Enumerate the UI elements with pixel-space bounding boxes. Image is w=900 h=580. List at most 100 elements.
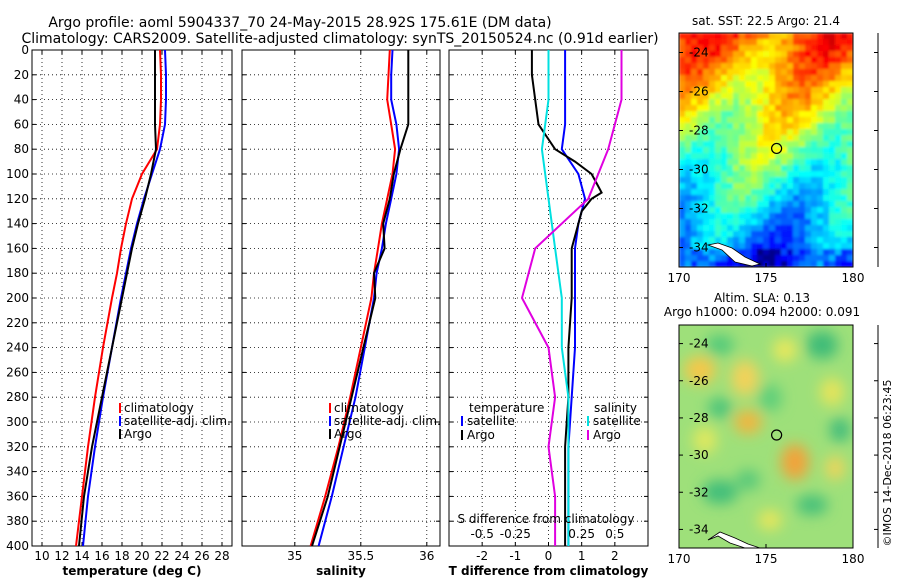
sla-positive-anomaly bbox=[781, 444, 809, 480]
differences-xlabel: T difference from climatology bbox=[449, 564, 649, 578]
sst-cell bbox=[715, 99, 722, 106]
sst-cell bbox=[763, 195, 770, 202]
sst-cell bbox=[805, 195, 812, 202]
sst-cell bbox=[691, 195, 698, 202]
sst-cell bbox=[787, 45, 794, 52]
sst-cell bbox=[697, 33, 704, 40]
sst-cell bbox=[841, 99, 848, 106]
sst-cell bbox=[823, 57, 830, 64]
sst-cell bbox=[727, 111, 734, 118]
sst-cell bbox=[781, 81, 788, 88]
sst-cell bbox=[709, 33, 716, 40]
sst-field bbox=[679, 33, 853, 267]
sla-map-argo-marker bbox=[771, 429, 783, 441]
sst-cell bbox=[679, 171, 686, 178]
sst-cell bbox=[793, 255, 800, 262]
sst-cell bbox=[817, 141, 824, 148]
depth-tick-label: 300 bbox=[6, 415, 29, 429]
sst-cell bbox=[703, 45, 710, 52]
sst-cell bbox=[817, 93, 824, 100]
sst-cell bbox=[817, 171, 824, 178]
sst-cell bbox=[829, 219, 836, 226]
sla-negative-anomaly bbox=[758, 384, 782, 412]
sst-cell bbox=[817, 147, 824, 154]
sst-cell bbox=[781, 39, 788, 46]
sst-cell bbox=[793, 129, 800, 136]
sst-cell bbox=[817, 117, 824, 124]
sst-cell bbox=[715, 117, 722, 124]
sst-cell bbox=[721, 135, 728, 142]
depth-tick-label: 280 bbox=[6, 390, 29, 404]
sst-cell bbox=[739, 159, 746, 166]
sst-cell bbox=[823, 201, 830, 208]
sst-cell bbox=[715, 51, 722, 58]
sst-cell bbox=[781, 57, 788, 64]
sst-cell bbox=[793, 99, 800, 106]
sst-cell bbox=[817, 225, 824, 232]
sst-cell bbox=[823, 237, 830, 244]
sst-cell bbox=[769, 165, 776, 172]
sst-cell bbox=[715, 75, 722, 82]
sst-cell bbox=[733, 183, 740, 190]
sst-cell bbox=[835, 39, 842, 46]
sst-cell bbox=[835, 111, 842, 118]
sst-cell bbox=[763, 219, 770, 226]
sla-map-ytick-label: -34 bbox=[689, 522, 709, 536]
sst-cell bbox=[679, 141, 686, 148]
sst-cell bbox=[841, 201, 848, 208]
sst-cell bbox=[721, 255, 728, 262]
sst-cell bbox=[841, 93, 848, 100]
sst-cell bbox=[727, 129, 734, 136]
sst-cell bbox=[685, 75, 692, 82]
sst-cell bbox=[847, 45, 853, 52]
sst-cell bbox=[805, 201, 812, 208]
sst-cell bbox=[721, 177, 728, 184]
sst-cell bbox=[775, 81, 782, 88]
sst-cell bbox=[793, 141, 800, 148]
sst-cell bbox=[757, 141, 764, 148]
sst-cell bbox=[745, 123, 752, 130]
temperature-xtick-label: 20 bbox=[134, 549, 149, 563]
salinity-series-group bbox=[309, 50, 410, 546]
sst-cell bbox=[763, 153, 770, 160]
sst-cell bbox=[781, 159, 788, 166]
sst-cell bbox=[751, 177, 758, 184]
sst-cell bbox=[679, 207, 686, 214]
sst-map-title: sat. SST: 22.5 Argo: 21.4 bbox=[692, 14, 840, 28]
diff-legend-salinity-title: salinity bbox=[594, 401, 637, 415]
sst-cell bbox=[805, 51, 812, 58]
sst-cell bbox=[811, 159, 818, 166]
sst-cell bbox=[799, 213, 806, 220]
sst-cell bbox=[835, 51, 842, 58]
sst-cell bbox=[805, 255, 812, 262]
sst-cell bbox=[757, 39, 764, 46]
sst-cell bbox=[757, 165, 764, 172]
sst-cell bbox=[679, 105, 686, 112]
sst-cell bbox=[697, 75, 704, 82]
depth-tick-label: 60 bbox=[14, 117, 29, 131]
sst-map-xtick-label: 180 bbox=[842, 271, 865, 285]
sla-positive-anomaly bbox=[758, 510, 782, 530]
depth-tick-label: 220 bbox=[6, 316, 29, 330]
sst-cell bbox=[775, 129, 782, 136]
temperature-xtick-label: 18 bbox=[114, 549, 129, 563]
sst-cell bbox=[841, 75, 848, 82]
sst-cell bbox=[769, 99, 776, 106]
sst-cell bbox=[823, 33, 830, 40]
sst-cell bbox=[685, 51, 692, 58]
sst-cell bbox=[679, 87, 686, 94]
sst-cell bbox=[835, 57, 842, 64]
sst-cell bbox=[727, 171, 734, 178]
sst-cell bbox=[709, 231, 716, 238]
sst-cell bbox=[811, 243, 818, 250]
sst-cell bbox=[727, 177, 734, 184]
sst-cell bbox=[757, 69, 764, 76]
sst-cell bbox=[781, 141, 788, 148]
sst-cell bbox=[799, 33, 806, 40]
sst-cell bbox=[829, 75, 836, 82]
sst-cell bbox=[715, 189, 722, 196]
sst-cell bbox=[829, 213, 836, 220]
sst-cell bbox=[805, 75, 812, 82]
sst-cell bbox=[697, 213, 704, 220]
sst-cell bbox=[685, 255, 692, 262]
